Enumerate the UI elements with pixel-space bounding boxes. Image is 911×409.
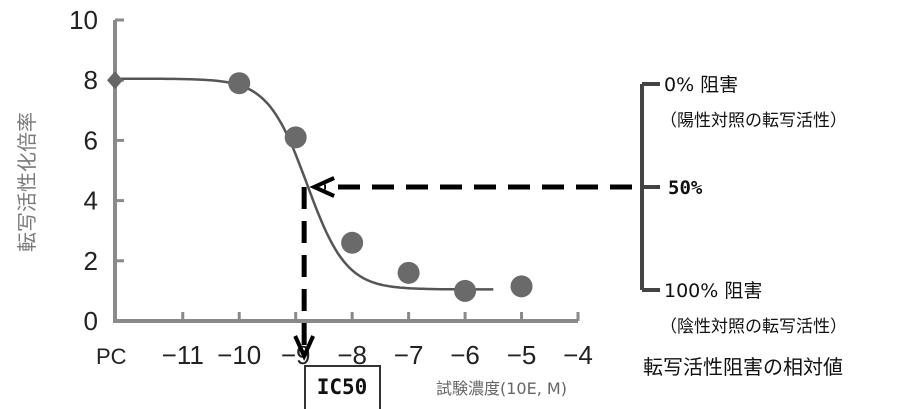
y-tick-label: 4 [84,186,98,216]
y-axis-label: 転写活性化倍率 [15,112,39,252]
ic50-label: IC50 [317,375,368,399]
x-tick-label: −5 [507,340,537,370]
data-point [284,126,307,149]
ic50-down-arrowhead [293,335,315,361]
x-axis-label: 試験濃度(10E, M) [436,379,567,398]
x-ticks: −11 −10 −9 −8 −7 −6 −5 −4 [162,312,593,370]
x-tick-label: −6 [450,340,480,370]
x-tick-label: −11 [162,340,204,370]
scale-mid-label: 50% [668,177,703,199]
scale-bottom-sublabel: （陰性対照の転写活性） [660,317,847,337]
y-ticks: 0 2 4 6 8 10 [69,5,124,336]
y-tick-label: 8 [84,65,98,95]
pc-diamond-marker [107,71,123,90]
scale-bottom-label: 100% 阻害 [664,280,762,302]
x-tick-label: −10 [217,340,261,370]
y-tick-label: 0 [84,306,98,336]
scale-top-sublabel: （陽性対照の転写活性） [660,111,847,131]
data-point [454,279,477,302]
y-tick-label: 6 [84,125,98,155]
pc-tick-label: PC [96,344,127,369]
y-tick-label: 2 [84,246,98,276]
x-tick-label: −7 [394,340,424,370]
data-points [228,72,533,302]
x-tick-label: −4 [563,340,593,370]
left-arrowhead [309,176,335,198]
data-point [341,231,364,254]
inhibition-scale-bracket [640,82,660,292]
scale-top-label: 0% 阻害 [664,74,738,96]
ic50-label-box [304,365,381,409]
scale-title: 転写活性阻害の相対値 [643,355,843,379]
fit-curve [115,77,494,291]
data-point [228,72,251,95]
data-point [510,275,533,298]
y-tick-label: 10 [69,5,98,35]
data-point [397,261,420,284]
